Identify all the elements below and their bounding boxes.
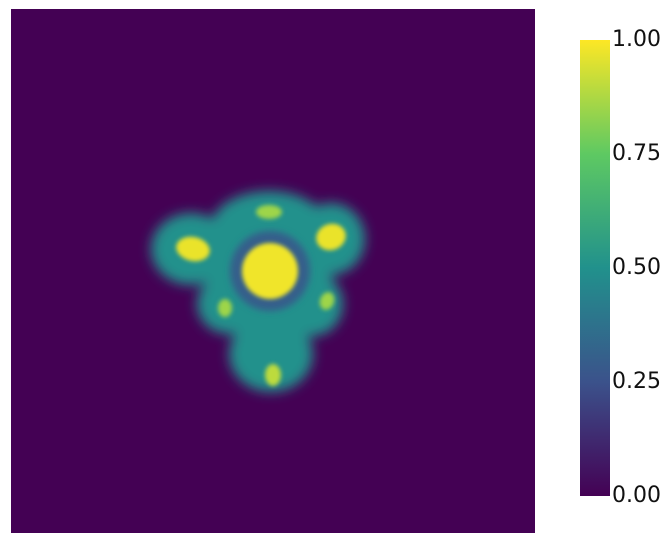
field-canvas bbox=[11, 9, 535, 533]
blob-upper-left bbox=[176, 236, 210, 262]
central-core bbox=[242, 243, 298, 299]
satellite-blobs bbox=[176, 205, 346, 386]
blob-upper-right bbox=[316, 223, 346, 251]
scalar-field-plot bbox=[11, 9, 535, 533]
blob-bottom bbox=[265, 364, 281, 386]
colorbar-tick-label: 1.00 bbox=[612, 27, 661, 52]
blob-lower-right bbox=[319, 292, 335, 310]
colorbar-tick-label: 0.00 bbox=[612, 483, 661, 508]
blob-lower-left bbox=[218, 299, 232, 317]
lobe-bottom bbox=[229, 316, 313, 392]
colorbar-tick-label: 0.75 bbox=[612, 141, 661, 166]
blob-top bbox=[256, 205, 282, 219]
colorbar bbox=[580, 40, 610, 496]
colorbar-gradient bbox=[580, 40, 610, 496]
colorbar-tick-label: 0.50 bbox=[612, 255, 661, 280]
colorbar-tick-label: 0.25 bbox=[612, 369, 661, 394]
